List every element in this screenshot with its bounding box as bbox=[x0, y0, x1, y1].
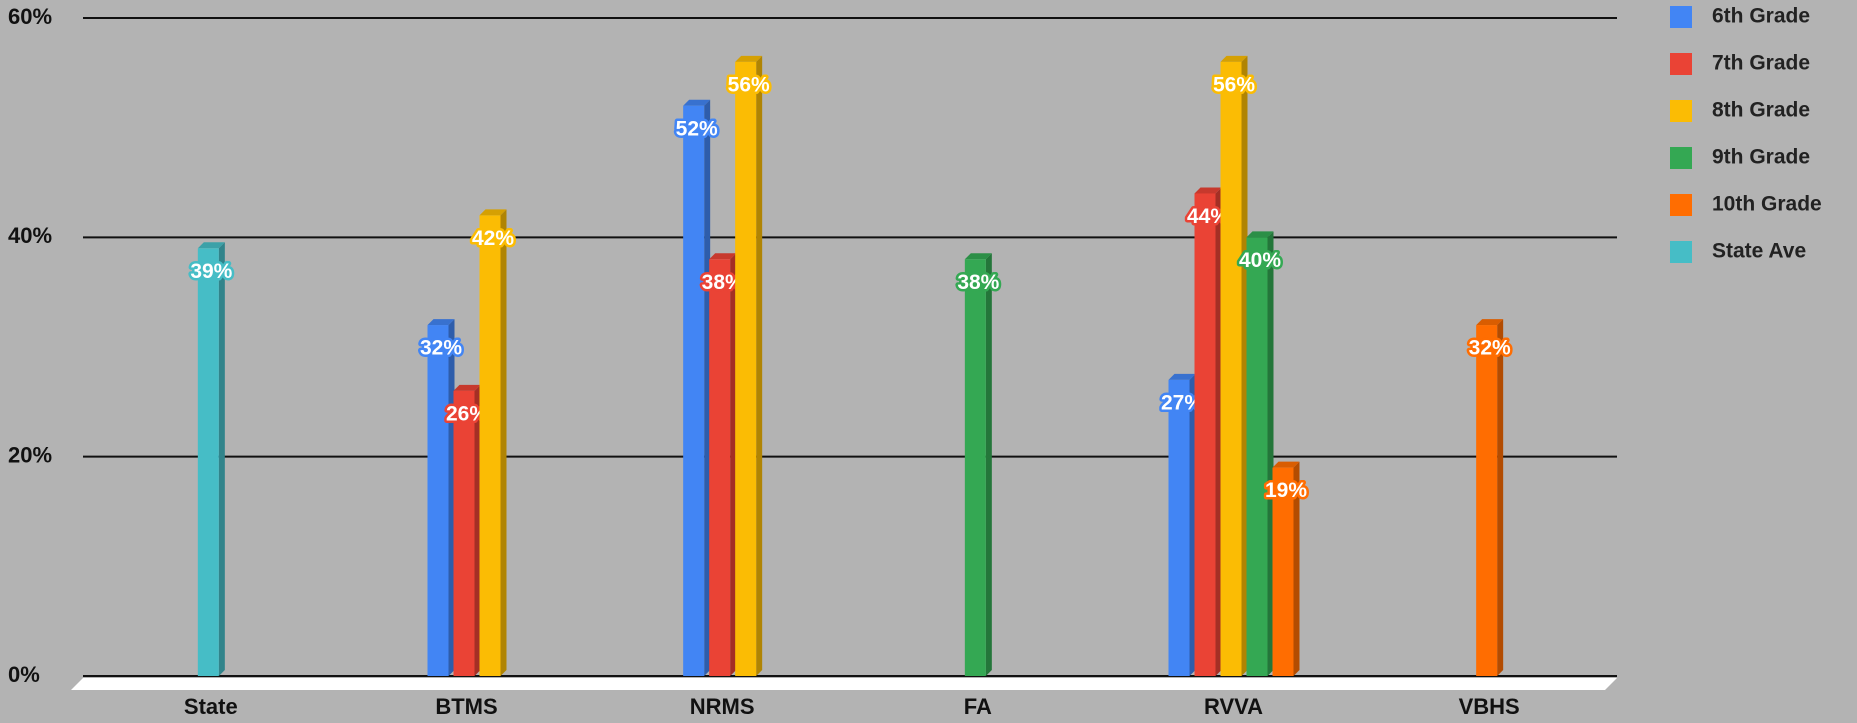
bar bbox=[683, 105, 705, 676]
bar bbox=[1194, 193, 1216, 676]
legend-label: 9th Grade bbox=[1712, 146, 1810, 169]
bar bbox=[479, 215, 501, 676]
legend-label: State Ave bbox=[1712, 240, 1806, 263]
y-tick-label: 20% bbox=[8, 442, 52, 467]
legend-swatch bbox=[1670, 100, 1692, 122]
bar bbox=[1476, 325, 1498, 676]
value-label: 38% bbox=[957, 271, 999, 294]
bar bbox=[427, 325, 449, 676]
value-label: 56% bbox=[728, 73, 770, 96]
x-tick-label: VBHS bbox=[1459, 694, 1520, 719]
legend-swatch bbox=[1670, 6, 1692, 28]
bar-side bbox=[985, 253, 992, 676]
legend-label: 8th Grade bbox=[1712, 99, 1810, 122]
bar-side bbox=[218, 242, 225, 677]
bar bbox=[1272, 467, 1294, 676]
bar-side bbox=[448, 319, 455, 676]
bar-top bbox=[197, 242, 225, 249]
x-tick-label: RVVA bbox=[1204, 694, 1263, 719]
legend-swatch bbox=[1670, 241, 1692, 263]
legend-swatch bbox=[1670, 147, 1692, 169]
bar-top bbox=[683, 99, 711, 106]
bar-top bbox=[1168, 373, 1196, 380]
bar bbox=[735, 61, 757, 677]
bar-side bbox=[1215, 187, 1222, 676]
bar-top bbox=[1220, 55, 1248, 62]
bar-top bbox=[964, 253, 992, 260]
value-label: 52% bbox=[676, 117, 718, 140]
bar-top bbox=[1246, 231, 1274, 238]
bar-side bbox=[730, 253, 737, 676]
value-label: 32% bbox=[1469, 337, 1511, 360]
bar-top bbox=[1194, 187, 1222, 194]
bar-side bbox=[704, 99, 711, 676]
legend-label: 7th Grade bbox=[1712, 52, 1810, 75]
bar-side bbox=[474, 384, 481, 676]
legend-swatch bbox=[1670, 194, 1692, 216]
x-tick-label: FA bbox=[964, 694, 992, 719]
y-tick-label: 40% bbox=[8, 223, 52, 248]
bar bbox=[453, 390, 475, 676]
value-label: 32% bbox=[420, 337, 462, 360]
bar bbox=[1168, 379, 1190, 676]
value-label: 40% bbox=[1239, 249, 1281, 272]
legend-label: 6th Grade bbox=[1712, 5, 1810, 28]
bar-top bbox=[479, 209, 507, 216]
bar-top bbox=[735, 55, 763, 62]
value-label: 39% bbox=[190, 260, 232, 283]
bar bbox=[197, 248, 219, 677]
bar-top bbox=[427, 319, 455, 326]
bar bbox=[1220, 61, 1242, 677]
floor bbox=[71, 678, 1617, 690]
bar-side bbox=[1189, 373, 1196, 676]
x-tick-label: BTMS bbox=[435, 694, 497, 719]
bar bbox=[1246, 237, 1268, 677]
legend-label: 10th Grade bbox=[1712, 193, 1822, 216]
bar-side bbox=[500, 209, 507, 676]
bar-top bbox=[709, 253, 737, 260]
bar-side bbox=[1241, 55, 1248, 677]
bar bbox=[964, 259, 986, 676]
value-label: 56% bbox=[1213, 73, 1255, 96]
x-tick-label: NRMS bbox=[690, 694, 755, 719]
y-tick-label: 0% bbox=[8, 662, 40, 687]
x-tick-label: State bbox=[184, 694, 238, 719]
bar-side bbox=[1497, 319, 1504, 676]
bar-side bbox=[756, 55, 763, 677]
bar-side bbox=[1293, 461, 1300, 676]
value-label: 19% bbox=[1265, 479, 1307, 502]
y-tick-label: 60% bbox=[8, 4, 52, 29]
legend-swatch bbox=[1670, 53, 1692, 75]
bar-side bbox=[1267, 231, 1274, 677]
bar bbox=[709, 259, 731, 676]
value-label: 42% bbox=[472, 227, 514, 250]
bar-top bbox=[1272, 461, 1300, 468]
value-label: 44% bbox=[1187, 205, 1229, 228]
bar-top bbox=[1476, 319, 1504, 326]
bar-top bbox=[453, 384, 481, 391]
